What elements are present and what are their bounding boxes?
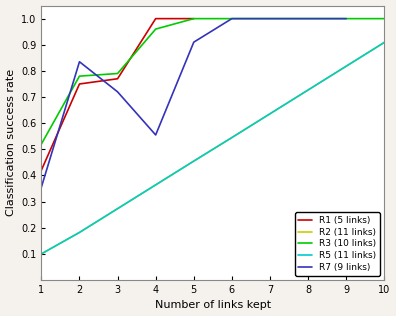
Line: R5 (11 links): R5 (11 links) xyxy=(41,19,396,254)
Y-axis label: Classification success rate: Classification success rate xyxy=(6,69,15,216)
R1 (5 links) xyxy=(191,17,196,21)
R2 (11 links) xyxy=(39,252,44,256)
R3 (10 links) xyxy=(230,17,234,21)
R3 (10 links) xyxy=(382,17,387,21)
R7 (9 links) xyxy=(230,17,234,21)
Line: R1 (5 links): R1 (5 links) xyxy=(41,19,194,170)
R7 (9 links) xyxy=(268,17,272,21)
R1 (5 links) xyxy=(39,168,44,172)
R5 (11 links) xyxy=(191,159,196,163)
R3 (10 links) xyxy=(77,74,82,78)
R2 (11 links) xyxy=(344,64,348,68)
R7 (9 links) xyxy=(306,17,310,21)
R1 (5 links) xyxy=(115,77,120,81)
R5 (11 links) xyxy=(153,183,158,187)
R5 (11 links) xyxy=(39,252,44,256)
R5 (11 links) xyxy=(77,231,82,234)
R2 (11 links) xyxy=(191,159,196,163)
R5 (11 links) xyxy=(306,88,310,92)
Legend: R1 (5 links), R2 (11 links), R3 (10 links), R5 (11 links), R7 (9 links): R1 (5 links), R2 (11 links), R3 (10 link… xyxy=(295,212,380,276)
R2 (11 links) xyxy=(77,231,82,234)
R1 (5 links) xyxy=(153,17,158,21)
R2 (11 links) xyxy=(230,136,234,139)
R2 (11 links) xyxy=(153,183,158,187)
R2 (11 links) xyxy=(306,88,310,92)
R3 (10 links) xyxy=(344,17,348,21)
R2 (11 links) xyxy=(115,207,120,210)
R5 (11 links) xyxy=(230,136,234,139)
R7 (9 links) xyxy=(115,90,120,94)
R3 (10 links) xyxy=(191,17,196,21)
R3 (10 links) xyxy=(39,142,44,146)
R7 (9 links) xyxy=(344,17,348,21)
R2 (11 links) xyxy=(382,40,387,44)
R5 (11 links) xyxy=(268,112,272,116)
R1 (5 links) xyxy=(77,82,82,86)
Line: R7 (9 links): R7 (9 links) xyxy=(41,19,346,187)
R3 (10 links) xyxy=(268,17,272,21)
R3 (10 links) xyxy=(115,72,120,76)
R7 (9 links) xyxy=(77,60,82,64)
R7 (9 links) xyxy=(191,40,196,44)
R2 (11 links) xyxy=(268,112,272,116)
R7 (9 links) xyxy=(153,133,158,137)
R5 (11 links) xyxy=(382,40,387,44)
R7 (9 links) xyxy=(39,185,44,189)
R5 (11 links) xyxy=(115,207,120,210)
X-axis label: Number of links kept: Number of links kept xyxy=(155,301,271,310)
R3 (10 links) xyxy=(153,27,158,31)
R3 (10 links) xyxy=(306,17,310,21)
Line: R2 (11 links): R2 (11 links) xyxy=(41,19,396,254)
R5 (11 links) xyxy=(344,64,348,68)
Line: R3 (10 links): R3 (10 links) xyxy=(41,19,385,144)
